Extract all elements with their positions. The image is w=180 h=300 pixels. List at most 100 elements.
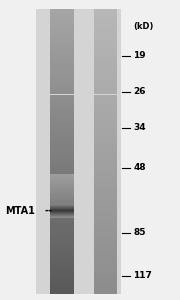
- Bar: [50, 175, 74, 176]
- Bar: [94, 91, 117, 94]
- Bar: [50, 212, 74, 216]
- Bar: [50, 237, 74, 241]
- Bar: [50, 87, 74, 91]
- Bar: [50, 273, 74, 276]
- Bar: [50, 205, 74, 206]
- Bar: [50, 59, 74, 62]
- Text: 34: 34: [133, 123, 146, 132]
- Bar: [50, 91, 74, 94]
- Bar: [94, 30, 117, 34]
- Bar: [50, 166, 74, 169]
- Bar: [94, 148, 117, 152]
- Bar: [50, 255, 74, 258]
- Bar: [50, 280, 74, 283]
- Bar: [94, 233, 117, 237]
- Bar: [94, 216, 117, 219]
- Bar: [94, 283, 117, 287]
- Bar: [50, 23, 74, 27]
- Bar: [50, 205, 74, 208]
- Bar: [94, 80, 117, 84]
- Bar: [50, 159, 74, 162]
- Bar: [50, 283, 74, 287]
- Bar: [50, 94, 74, 98]
- Bar: [50, 34, 74, 38]
- Bar: [50, 187, 74, 188]
- Bar: [94, 94, 117, 98]
- Bar: [94, 134, 117, 137]
- Bar: [50, 199, 74, 200]
- Bar: [50, 70, 74, 73]
- Bar: [50, 219, 74, 223]
- Bar: [50, 244, 74, 248]
- Bar: [50, 178, 74, 179]
- Bar: [50, 77, 74, 80]
- Bar: [50, 191, 74, 192]
- Bar: [50, 9, 74, 13]
- Bar: [94, 251, 117, 255]
- Bar: [50, 216, 74, 217]
- Bar: [50, 176, 74, 180]
- Bar: [50, 217, 74, 218]
- Bar: [50, 127, 74, 130]
- Bar: [94, 208, 117, 212]
- Bar: [94, 155, 117, 159]
- Bar: [50, 80, 74, 84]
- Bar: [94, 137, 117, 141]
- Bar: [94, 48, 117, 52]
- Bar: [50, 262, 74, 266]
- Bar: [94, 194, 117, 198]
- Bar: [50, 173, 74, 176]
- Bar: [94, 290, 117, 294]
- Bar: [50, 41, 74, 45]
- Bar: [50, 276, 74, 280]
- Bar: [50, 187, 74, 191]
- Bar: [94, 34, 117, 38]
- Bar: [50, 66, 74, 70]
- Bar: [50, 174, 74, 175]
- Bar: [50, 152, 74, 155]
- Bar: [50, 144, 74, 148]
- Bar: [50, 287, 74, 290]
- Bar: [94, 84, 117, 87]
- Text: 48: 48: [133, 164, 146, 172]
- Bar: [50, 48, 74, 52]
- Bar: [94, 77, 117, 80]
- Bar: [50, 194, 74, 196]
- Bar: [50, 148, 74, 152]
- Bar: [94, 230, 117, 233]
- Bar: [50, 200, 74, 202]
- Text: 19: 19: [133, 51, 146, 60]
- Bar: [50, 27, 74, 30]
- Bar: [94, 258, 117, 262]
- Bar: [94, 41, 117, 45]
- Bar: [94, 59, 117, 62]
- Bar: [50, 197, 74, 198]
- Bar: [50, 13, 74, 16]
- Bar: [94, 109, 117, 112]
- Bar: [50, 62, 74, 66]
- Bar: [50, 112, 74, 116]
- Bar: [94, 262, 117, 266]
- Bar: [94, 55, 117, 59]
- Bar: [50, 123, 74, 127]
- Bar: [50, 184, 74, 185]
- Bar: [50, 169, 74, 173]
- Bar: [50, 233, 74, 237]
- Bar: [94, 169, 117, 173]
- Bar: [50, 266, 74, 269]
- Bar: [50, 102, 74, 105]
- Bar: [94, 176, 117, 180]
- Bar: [50, 201, 74, 205]
- Bar: [50, 215, 74, 216]
- Bar: [94, 52, 117, 55]
- Bar: [94, 187, 117, 191]
- Bar: [94, 287, 117, 290]
- Bar: [94, 198, 117, 201]
- Bar: [50, 212, 74, 213]
- Bar: [50, 182, 74, 184]
- Bar: [94, 112, 117, 116]
- Bar: [50, 194, 74, 198]
- Bar: [50, 203, 74, 204]
- Bar: [94, 66, 117, 70]
- Bar: [50, 241, 74, 244]
